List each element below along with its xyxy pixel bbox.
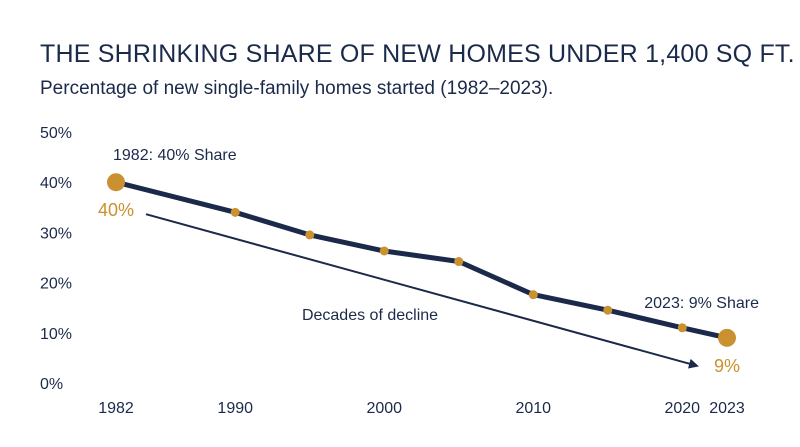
x-tick-label: 1990	[217, 400, 253, 417]
data-point	[528, 290, 538, 300]
x-axis: 1982 1990 2000 2010 2020 2023	[98, 400, 745, 417]
chart-subtitle: Percentage of new single-family homes st…	[40, 78, 554, 99]
start-annotation: 1982: 40% Share	[113, 147, 237, 164]
start-value-label: 40%	[98, 200, 134, 220]
end-value-label: 9%	[714, 356, 740, 376]
data-point	[379, 246, 389, 256]
trend-label: Decades of decline	[302, 307, 438, 324]
y-tick-label: 0%	[40, 376, 63, 393]
data-point	[603, 305, 613, 315]
data-point	[107, 173, 125, 192]
data-point	[230, 207, 240, 217]
y-tick-label: 30%	[40, 225, 72, 242]
data-point	[718, 328, 736, 347]
y-tick-label: 50%	[40, 125, 72, 142]
data-point	[305, 230, 315, 240]
y-tick-label: 10%	[40, 326, 72, 343]
y-tick-label: 40%	[40, 175, 72, 192]
x-tick-label: 2020	[664, 400, 700, 417]
chart-title: THE SHRINKING SHARE OF NEW HOMES UNDER 1…	[40, 40, 795, 68]
trend-arrow	[145, 213, 699, 369]
x-tick-label: 2010	[515, 400, 551, 417]
data-point	[454, 257, 464, 267]
data-points	[107, 173, 736, 347]
y-axis: 0% 10% 20% 30% 40% 50%	[40, 125, 72, 393]
x-tick-label: 2023	[709, 400, 745, 417]
x-tick-label: 2000	[366, 400, 402, 417]
data-point	[677, 323, 687, 333]
y-tick-label: 20%	[40, 276, 72, 293]
x-tick-label: 1982	[98, 400, 134, 417]
end-annotation: 2023: 9% Share	[644, 295, 759, 312]
